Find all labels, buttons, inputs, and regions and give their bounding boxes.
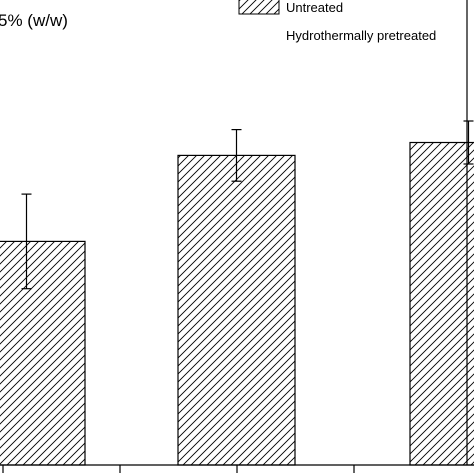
error-bars-layer — [21, 120, 474, 290]
x-ticks — [2, 465, 355, 473]
bar-1 — [0, 240, 86, 466]
legend-label-hydrothermal: Hydrothermally pretreated — [286, 28, 436, 43]
error-bar-2 — [231, 129, 242, 182]
y-axis-label: 5% (w/w) — [0, 11, 68, 30]
error-bar-3 — [463, 120, 474, 165]
bar-2 — [177, 154, 296, 466]
legend-label-untreated: Untreated — [286, 0, 343, 15]
legend-swatch-untreated — [238, 0, 280, 15]
error-bar-1 — [21, 193, 32, 290]
legend: Untreated Hydrothermally pretreated — [238, 0, 436, 43]
bars-layer — [0, 141, 474, 466]
bar-3 — [409, 141, 474, 466]
